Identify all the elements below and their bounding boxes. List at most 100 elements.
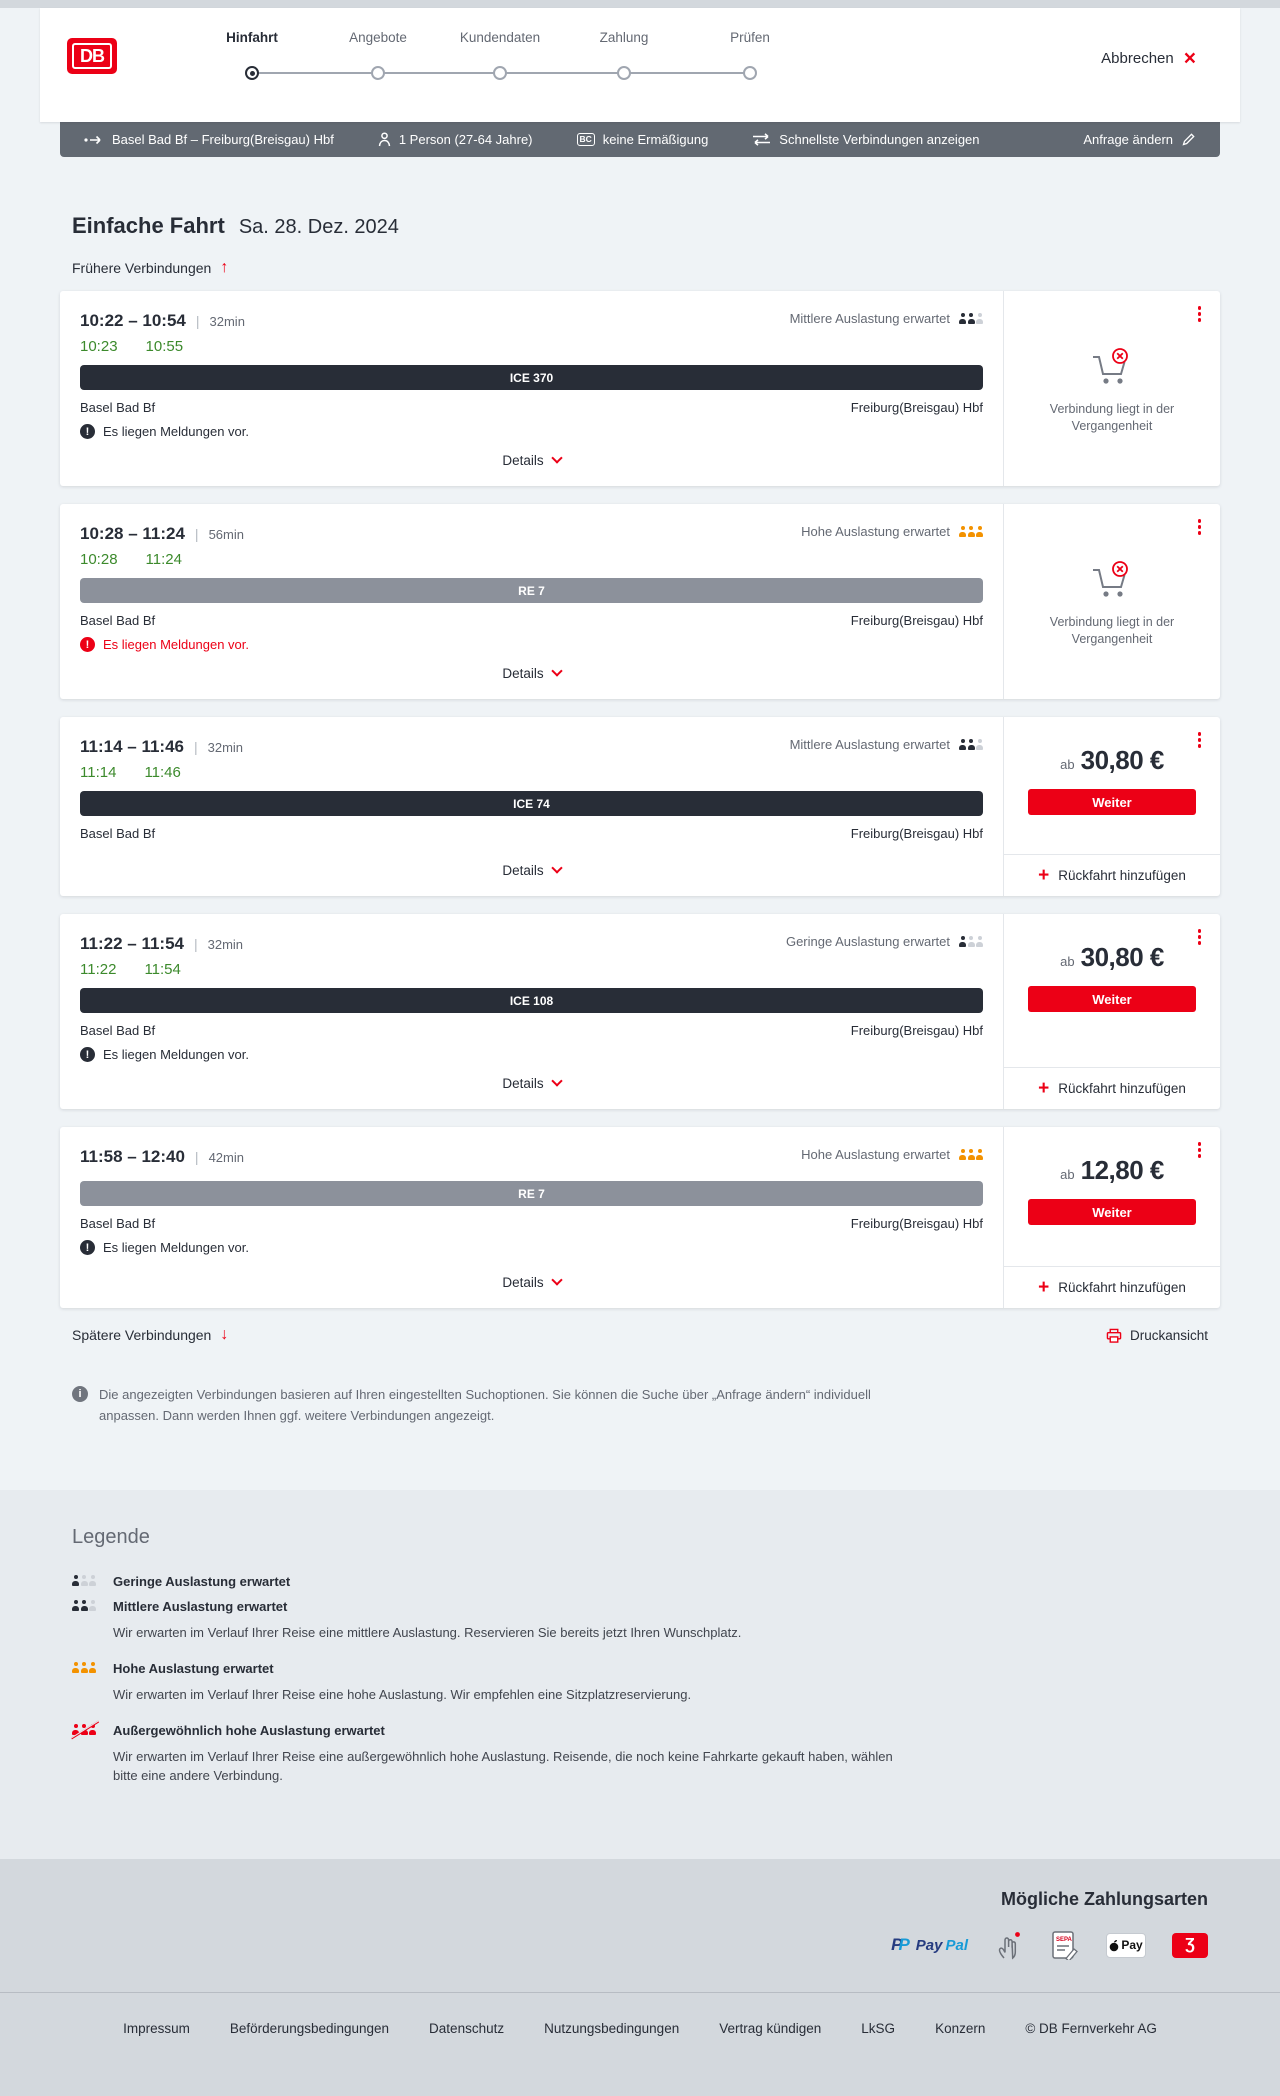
weiter-button[interactable]: Weiter: [1028, 789, 1196, 815]
details-button[interactable]: Details: [502, 1075, 563, 1091]
route-label: Basel Bad Bf – Freiburg(Breisgau) Hbf: [112, 132, 334, 147]
duration: 56min: [208, 527, 244, 542]
add-return-button[interactable]: Rückfahrt hinzufügen: [1004, 1266, 1220, 1308]
footer-link-datenschutz[interactable]: Datenschutz: [429, 2021, 505, 2036]
footer-link-lksg[interactable]: LkSG: [861, 2021, 896, 2036]
plus-icon: [1038, 1079, 1049, 1098]
add-return-label: Rückfahrt hinzufügen: [1058, 868, 1186, 883]
occupancy-label: Hohe Auslastung erwartet: [801, 524, 950, 539]
info-icon: [72, 1386, 88, 1402]
occupancy-label: Hohe Auslastung erwartet: [801, 1147, 950, 1162]
occupancy-icon: [959, 526, 983, 537]
add-return-button[interactable]: Rückfahrt hinzufügen: [1004, 854, 1220, 896]
occupancy-label: Geringe Auslastung erwartet: [785, 934, 950, 949]
occupancy-icon: [959, 313, 983, 324]
details-button[interactable]: Details: [502, 452, 563, 468]
price-panel: ab 30,80 € Weiter: [1004, 914, 1220, 1067]
details-button[interactable]: Details: [502, 665, 563, 681]
past-status-text: Verbindung liegt in der Vergangenheit: [1049, 615, 1175, 646]
chevron-down-icon: [550, 665, 563, 677]
card-menu-button[interactable]: [1192, 303, 1208, 325]
alert-icon: [80, 1047, 95, 1062]
message-text: Es liegen Meldungen vor.: [103, 424, 249, 439]
occupancy-icon: [959, 1149, 983, 1160]
arrival-station: Freiburg(Breisgau) Hbf: [850, 1216, 983, 1231]
past-connection-panel: Verbindung liegt in der Vergangenheit: [1004, 504, 1220, 699]
earlier-connections-button[interactable]: Frühere Verbindungen ↑: [72, 259, 228, 277]
card-menu-button[interactable]: [1192, 729, 1208, 751]
real-times: 11:22 11:54: [80, 961, 983, 978]
departure-station: Basel Bad Bf: [80, 613, 156, 628]
edit-request-button[interactable]: Anfrage ändern: [1083, 132, 1196, 147]
earlier-connections-label: Frühere Verbindungen: [72, 260, 212, 276]
legend-label: Hohe Auslastung erwartet: [113, 1661, 274, 1676]
person-icon: [378, 132, 391, 147]
footer-links: Impressum Beförderungsbedingungen Datens…: [0, 2021, 1280, 2036]
time-range: 10:22 – 10:54: [80, 311, 186, 330]
price-value: 30,80 €: [1080, 942, 1165, 972]
occupancy-high-icon: [72, 1662, 100, 1673]
departure-station: Basel Bad Bf: [80, 826, 156, 841]
payments-title: Mögliche Zahlungsarten: [1000, 1889, 1208, 1909]
connection-card-1: 10:22 – 10:54 | 32min Mittlere Auslastun…: [60, 291, 1220, 486]
alert-icon: [80, 637, 95, 652]
price-value: 12,80 €: [1080, 1155, 1165, 1185]
real-arrival: 10:55: [145, 338, 184, 355]
printer-icon: [1106, 1328, 1122, 1343]
departure-station: Basel Bad Bf: [80, 1216, 156, 1231]
plus-icon: [1038, 1278, 1049, 1297]
price-prefix: ab: [1060, 757, 1075, 772]
footer-link-vertrag-kuendigen[interactable]: Vertrag kündigen: [719, 2021, 822, 2036]
real-times: 10:28 11:24: [80, 551, 983, 568]
card-menu-button[interactable]: [1192, 926, 1208, 948]
add-return-label: Rückfahrt hinzufügen: [1058, 1280, 1186, 1295]
step-dot-pruefen: [743, 66, 757, 80]
train-label-bar: ICE 74: [80, 791, 983, 816]
step-dot-kundendaten: [493, 66, 507, 80]
real-departure: 11:14: [80, 764, 117, 781]
legend-item-low: Geringe Auslastung erwartet: [72, 1573, 1220, 1590]
print-view-button[interactable]: Druckansicht: [1106, 1328, 1208, 1343]
search-summary-bar: Basel Bad Bf – Freiburg(Breisgau) Hbf 1 …: [60, 122, 1220, 157]
legend-description: Wir erwarten im Verlauf Ihrer Reise eine…: [113, 1687, 692, 1702]
later-connections-button[interactable]: Spätere Verbindungen ↓: [72, 1326, 228, 1344]
legend-item-high: Hohe Auslastung erwartet: [72, 1660, 1220, 1677]
print-view-label: Druckansicht: [1129, 1327, 1208, 1343]
arrow-up-icon: ↑: [220, 259, 229, 276]
step-dot-angebote: [371, 66, 385, 80]
bahncard-icon: [576, 132, 595, 147]
chevron-down-icon: [550, 862, 563, 874]
card-menu-button[interactable]: [1192, 516, 1208, 538]
price-panel: ab 12,80 € Weiter: [1004, 1127, 1220, 1266]
passenger-label: 1 Person (27-64 Jahre): [398, 132, 533, 147]
departure-station: Basel Bad Bf: [80, 400, 156, 415]
plus-icon: [1038, 866, 1049, 885]
weiter-button[interactable]: Weiter: [1028, 1199, 1196, 1225]
add-return-button[interactable]: Rückfahrt hinzufügen: [1004, 1067, 1220, 1109]
route-summary: Basel Bad Bf – Freiburg(Breisgau) Hbf: [84, 132, 334, 147]
connection-card-3: 11:14 – 11:46 | 32min Mittlere Auslastun…: [60, 717, 1220, 896]
legend-label: Außergewöhnlich hohe Auslastung erwartet: [113, 1723, 385, 1738]
occupancy-extreme-icon: [70, 1720, 100, 1740]
fastest-connections-toggle[interactable]: Schnellste Verbindungen anzeigen: [752, 132, 980, 147]
details-button[interactable]: Details: [502, 1274, 563, 1290]
weiter-button[interactable]: Weiter: [1028, 986, 1196, 1012]
footer-link-befoerderungsbedingungen[interactable]: Beförderungsbedingungen: [229, 2021, 390, 2036]
duration: 32min: [209, 314, 245, 329]
cancel-button[interactable]: Abbrechen ×: [1101, 48, 1196, 69]
footer-link-konzern[interactable]: Konzern: [935, 2021, 986, 2036]
footer-link-impressum[interactable]: Impressum: [123, 2021, 190, 2036]
cart-unavailable-icon: [1093, 561, 1128, 597]
step-pruefen: Prüfen: [730, 30, 770, 45]
apple-pay-icon: Pay: [1106, 1932, 1146, 1958]
footer-link-nutzungsbedingungen[interactable]: Nutzungsbedingungen: [544, 2021, 680, 2036]
arrival-station: Freiburg(Breisgau) Hbf: [850, 1023, 983, 1038]
card-menu-button[interactable]: [1192, 1139, 1208, 1161]
details-button[interactable]: Details: [502, 862, 563, 878]
info-text: Die angezeigten Verbindungen basieren au…: [99, 1387, 871, 1423]
legend-description: Wir erwarten im Verlauf Ihrer Reise eine…: [113, 1625, 742, 1640]
price-prefix: ab: [1060, 954, 1075, 969]
sepa-direct-debit-icon: SEPA: [1052, 1931, 1078, 1960]
arrival-station: Freiburg(Breisgau) Hbf: [850, 826, 983, 841]
